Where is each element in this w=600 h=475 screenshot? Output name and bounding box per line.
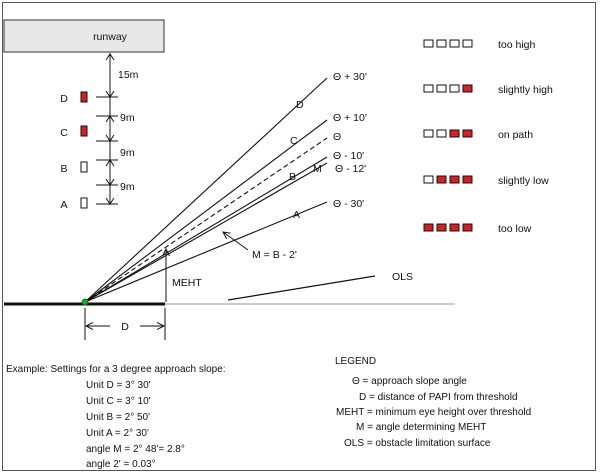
indication-light-red xyxy=(436,223,447,232)
unit-c-light xyxy=(80,125,88,137)
indication-light-red xyxy=(462,84,473,93)
ols-line xyxy=(227,275,376,301)
indication-light-red xyxy=(462,223,473,232)
runway-label: runway xyxy=(93,31,128,43)
slope-line-c xyxy=(84,119,328,303)
spacing-15m: 15m xyxy=(118,69,139,81)
legend-item-meht: MEHT = minimum eye height over threshold xyxy=(336,407,531,418)
label-theta-minus-12: Θ - 12' xyxy=(335,163,366,175)
example-heading: Example: Settings for a 3 degree approac… xyxy=(6,364,226,375)
example-line-unit-a: Unit A = 2° 30' xyxy=(86,428,149,439)
example-line-unit-d: Unit D = 3° 30' xyxy=(86,380,151,391)
runway-box xyxy=(3,19,165,53)
legend-item-m: M = angle determining MEHT xyxy=(356,422,486,433)
example-line-angle-2min: angle 2' = 0.03° xyxy=(86,459,156,470)
indication-light-white xyxy=(449,39,460,48)
slope-line-d xyxy=(84,77,328,303)
indication-light-red xyxy=(462,129,473,138)
meht-label: MEHT xyxy=(172,277,202,289)
indication-light-white xyxy=(423,39,434,48)
indication-label: on path xyxy=(498,129,533,141)
legend-item-d: D = distance of PAPI from threshold xyxy=(359,392,518,403)
indication-label: too low xyxy=(498,223,532,235)
papi-indications: too high slightly high on path slightly low… xyxy=(423,39,553,235)
spacing-ticks xyxy=(96,96,118,205)
indication-light-white xyxy=(462,39,473,48)
indication-label: slightly high xyxy=(498,84,553,96)
label-theta-plus-30: Θ + 30' xyxy=(333,71,367,83)
legend-item-theta: Θ = approach slope angle xyxy=(352,376,467,387)
papi-position-marker xyxy=(81,298,89,306)
unit-a-light xyxy=(80,197,88,209)
spacing-9m-ba: 9m xyxy=(120,181,135,193)
indication-light-white xyxy=(436,84,447,93)
indication-label: too high xyxy=(498,39,536,51)
unit-b-light xyxy=(80,161,88,173)
example-line-angle-m: angle M = 2° 48'= 2.8° xyxy=(86,444,185,455)
m-equation: M = B - 2' xyxy=(252,249,297,261)
m-angle-arrow xyxy=(223,232,249,251)
line-label-d: D xyxy=(296,99,304,111)
indication-label: slightly low xyxy=(498,175,549,187)
line-label-a: A xyxy=(293,209,300,221)
slope-line-m xyxy=(84,162,328,303)
indication-light-white xyxy=(449,84,460,93)
example-line-unit-c: Unit C = 3° 10' xyxy=(86,396,151,407)
indication-light-red xyxy=(423,223,434,232)
indication-light-white xyxy=(423,175,434,184)
legend-title: LEGEND xyxy=(335,356,376,367)
spacing-arrows xyxy=(105,53,115,205)
indication-light-red xyxy=(449,175,460,184)
label-theta-plus-10: Θ + 10' xyxy=(333,112,367,124)
unit-b-label: B xyxy=(60,163,67,175)
indication-light-white xyxy=(436,39,447,48)
line-label-c: C xyxy=(290,135,298,147)
indication-light-white xyxy=(423,129,434,138)
slope-line-b xyxy=(84,156,328,303)
spacing-9m-dc: 9m xyxy=(120,112,135,124)
slope-line-theta xyxy=(84,137,328,303)
indication-light-white xyxy=(436,129,447,138)
label-theta-minus-30: Θ - 30' xyxy=(333,198,364,210)
spacing-9m-cb: 9m xyxy=(120,147,135,159)
distance-label: D xyxy=(121,321,129,333)
ols-label: OLS xyxy=(392,271,413,283)
label-m: M xyxy=(313,163,322,175)
legend-item-ols: OLS = obstacle limitation surface xyxy=(344,438,491,449)
unit-d-label: D xyxy=(60,93,68,105)
line-label-b: B xyxy=(289,171,296,183)
indication-light-red xyxy=(449,129,460,138)
indication-light-red xyxy=(462,175,473,184)
unit-c-label: C xyxy=(60,127,68,139)
diagram-frame xyxy=(2,2,596,471)
label-theta-minus-10: Θ - 10' xyxy=(333,150,364,162)
label-theta: Θ xyxy=(333,131,341,143)
indication-light-white xyxy=(423,84,434,93)
unit-d-light xyxy=(80,91,88,103)
unit-a-label: A xyxy=(60,199,67,211)
example-line-unit-b: Unit B = 2° 50' xyxy=(86,412,150,423)
indication-light-red xyxy=(449,223,460,232)
indication-light-red xyxy=(436,175,447,184)
slope-line-a xyxy=(84,201,328,303)
